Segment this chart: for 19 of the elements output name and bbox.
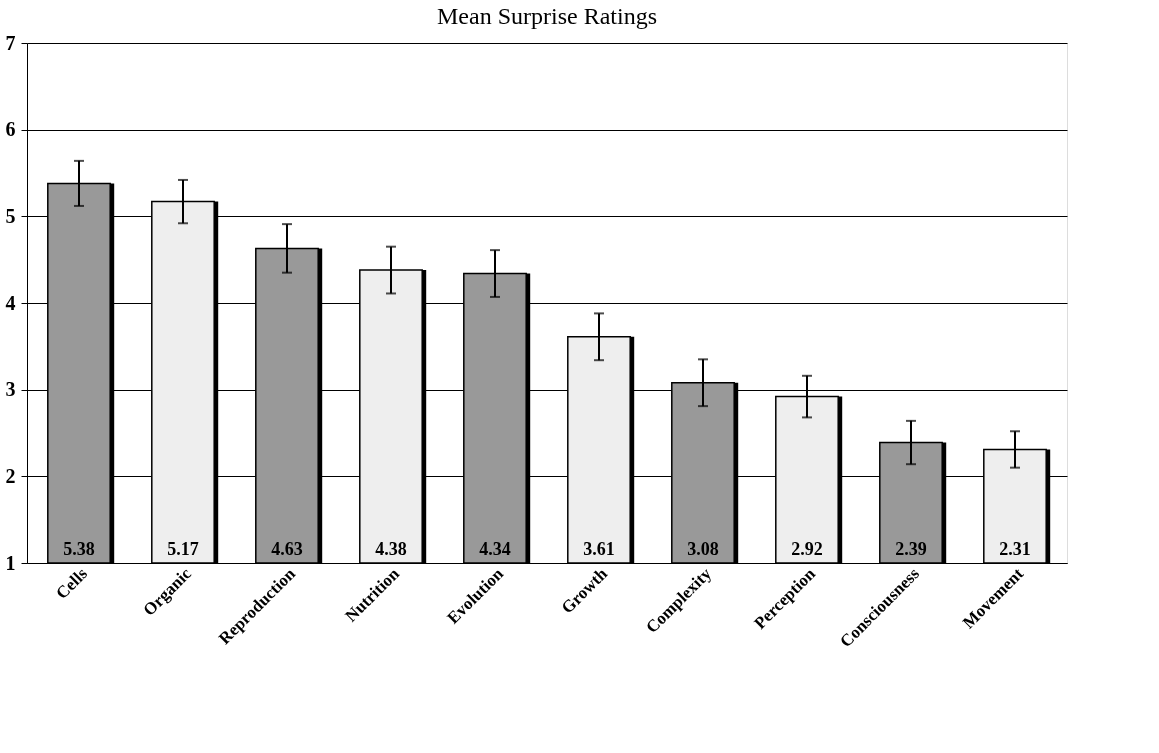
y-tick-label: 5 xyxy=(5,204,16,227)
chart-title: Mean Surprise Ratings xyxy=(437,3,657,29)
y-tick-label: 3 xyxy=(5,378,16,401)
y-tick-label: 2 xyxy=(5,464,16,487)
y-tick-label: 4 xyxy=(5,291,16,314)
data-label: 2.39 xyxy=(895,539,927,559)
data-label: 3.08 xyxy=(687,539,719,559)
y-tick-label: 1 xyxy=(5,551,16,574)
data-label: 4.63 xyxy=(271,539,303,559)
y-tick-label: 6 xyxy=(5,118,16,141)
data-label: 2.31 xyxy=(999,539,1031,559)
data-label: 4.34 xyxy=(479,539,511,559)
y-tick-label: 7 xyxy=(5,31,16,54)
data-label: 5.17 xyxy=(167,539,199,559)
data-label: 3.61 xyxy=(583,539,615,559)
x-tick-label: Cells xyxy=(52,563,92,603)
data-label: 5.38 xyxy=(63,539,95,559)
data-label: 2.92 xyxy=(791,539,823,559)
data-label: 4.38 xyxy=(375,539,407,559)
